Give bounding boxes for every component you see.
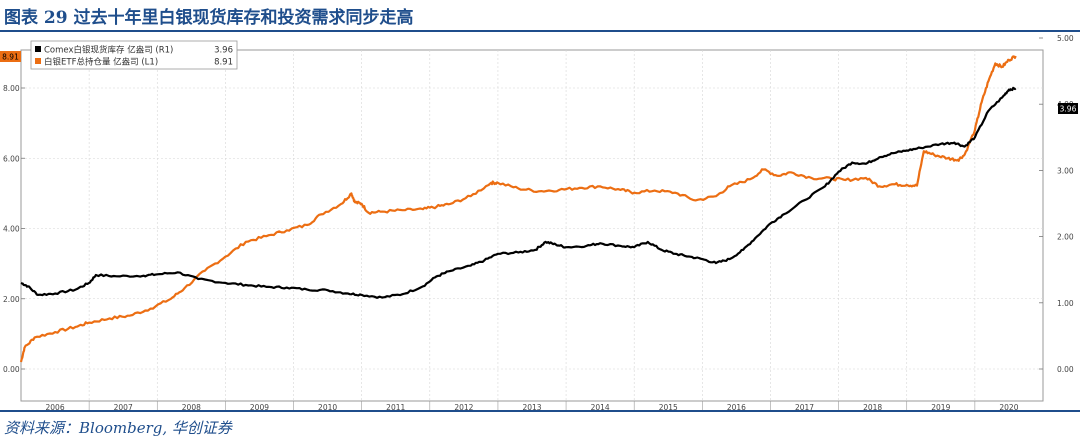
- x-axis-ticks: 2006 2007 2008 2009 2010 2011 2012 2013 2014 2015…: [46, 401, 1019, 410]
- legend-value-comex: 3.96: [214, 46, 233, 56]
- comex-last-value-tag: 3.96: [1058, 103, 1078, 114]
- left-tick-label: 6.00: [3, 154, 20, 163]
- legend-label-etf: 白银ETF总持仓量 亿盎司 (L1): [44, 57, 158, 68]
- x-tick-label: 2010: [318, 403, 337, 410]
- left-tick-label: 0.00: [3, 365, 20, 374]
- source-note: 资料来源：Bloomberg, 华创证券: [4, 419, 232, 437]
- figure-title: 图表 29 过去十年里白银现货库存和投资需求同步走高: [4, 8, 414, 28]
- comex-last-value-text: 3.96: [1060, 105, 1077, 114]
- right-tick-label: 3.00: [1057, 166, 1074, 175]
- left-tick-label: 2.00: [3, 295, 20, 304]
- left-axis-ticks: 0.00 2.00 4.00 6.00 8.00: [3, 84, 25, 374]
- x-tick-label: 2011: [386, 403, 405, 410]
- etf-last-value-text: 8.91: [2, 53, 19, 62]
- x-tick-label: 2009: [250, 403, 269, 410]
- x-tick-label: 2014: [591, 403, 610, 410]
- x-tick-label: 2018: [863, 403, 882, 410]
- x-tick-label: 2006: [46, 403, 65, 410]
- etf-last-value-tag: 8.91: [0, 51, 21, 62]
- comex-last-value-box: [1058, 103, 1078, 114]
- comex-inventory-line: [20, 86, 1017, 299]
- right-tick-label: 5.00: [1057, 35, 1074, 43]
- x-tick-label: 2013: [522, 403, 541, 410]
- legend-value-etf: 8.91: [214, 58, 233, 68]
- right-tick-label: 1.00: [1057, 299, 1074, 308]
- legend: Comex白银现货库存 亿盎司 (R1) 3.96 白银ETF总持仓量 亿盎司 …: [30, 40, 238, 70]
- grid: [21, 50, 1043, 401]
- x-tick-label: 2019: [931, 403, 950, 410]
- right-tick-label: 2.00: [1057, 233, 1074, 242]
- x-tick-label: 2016: [727, 403, 746, 410]
- legend-swatch-comex: [35, 46, 41, 52]
- x-tick-label: 2012: [454, 403, 473, 410]
- x-tick-label: 2015: [659, 403, 678, 410]
- figure-title-bar: 图表 29 过去十年里白银现货库存和投资需求同步走高: [0, 0, 1080, 30]
- left-tick-label: 8.00: [3, 84, 20, 93]
- silver-inventory-etf-line-chart: 0.00 2.00 4.00 6.00 8.00 0.00 1.00 2.00 3.00 4.0…: [0, 35, 1078, 410]
- source-divider: [0, 410, 1080, 412]
- right-axis-ticks: 0.001.002.003.004.005.00: [1039, 35, 1074, 374]
- legend-swatch-etf: [35, 58, 41, 64]
- right-tick-label: 0.00: [1057, 365, 1074, 374]
- left-tick-label: 4.00: [3, 225, 20, 234]
- title-divider: [0, 30, 1080, 32]
- x-tick-label: 2007: [114, 403, 133, 410]
- legend-frame: [30, 40, 238, 70]
- legend-label-comex: Comex白银现货库存 亿盎司 (R1): [44, 45, 173, 56]
- series-lines: [19, 55, 1017, 363]
- etf-holdings-line: [19, 55, 1017, 363]
- etf-last-value-box: [0, 51, 21, 62]
- plot-frame: [20, 49, 1044, 402]
- x-tick-label: 2017: [795, 403, 814, 410]
- x-tick-label: 2020: [999, 403, 1018, 410]
- x-tick-label: 2008: [182, 403, 201, 410]
